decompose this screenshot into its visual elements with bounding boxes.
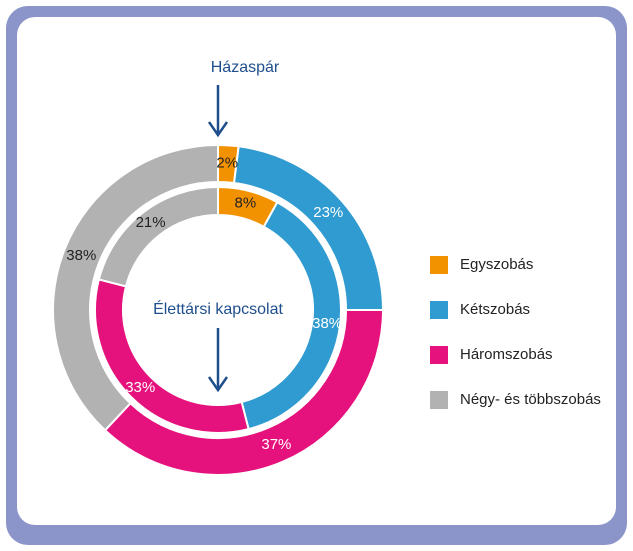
donut-segment — [97, 185, 219, 288]
data-label: 33% — [125, 379, 155, 396]
inner-series-name: Élettársi kapcsolat — [153, 299, 283, 318]
legend-swatch — [430, 391, 448, 409]
rings — [52, 143, 385, 476]
data-label: 37% — [261, 436, 291, 453]
legend-text: Kétszobás — [460, 301, 530, 318]
labels: 2% 23% 37% 38% 8% 38% 33% 21% — [66, 154, 343, 453]
outer-series-name: Házaspár — [211, 59, 280, 76]
data-label: 8% — [235, 194, 257, 211]
arrow-head — [207, 121, 229, 138]
legend: Egyszobás Kétszobás Háromszobás Négy- és tö… — [430, 256, 601, 409]
legend-text: Négy- és többszobás — [460, 391, 601, 408]
arrow-head — [207, 376, 229, 393]
legend-swatch — [430, 301, 448, 319]
legend-swatch — [430, 256, 448, 274]
legend-text: Egyszobás — [460, 256, 533, 273]
legend-text: Háromszobás — [460, 346, 553, 363]
arrows — [207, 85, 229, 393]
data-label: 23% — [313, 204, 343, 221]
legend-swatch — [430, 346, 448, 364]
data-label: 2% — [216, 154, 238, 171]
donut-segment — [52, 143, 219, 432]
data-label: 38% — [66, 247, 96, 264]
data-label: 38% — [312, 315, 342, 332]
data-label: 21% — [136, 214, 166, 231]
